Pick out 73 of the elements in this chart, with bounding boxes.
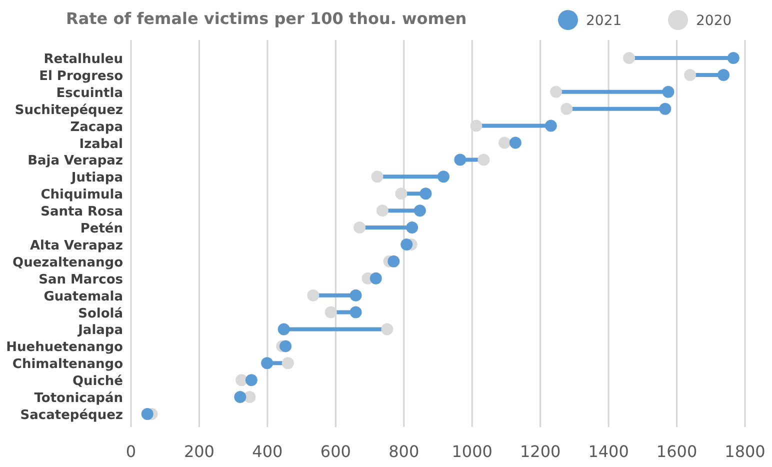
y-tick-label: Izabal xyxy=(79,136,123,152)
y-tick-label: Quiché xyxy=(72,374,124,390)
y-tick-label: Zacapa xyxy=(70,120,123,135)
y-tick-label: Jutiapa xyxy=(70,170,123,186)
y-tick-label: Alta Verapaz xyxy=(30,238,123,254)
point xyxy=(381,323,394,336)
point xyxy=(371,170,384,183)
y-tick-label: San Marcos xyxy=(38,272,124,288)
x-tick-label: 1200 xyxy=(520,442,561,461)
y-tick-label: Guatemala xyxy=(44,289,123,304)
x-tick-label: 0 xyxy=(126,442,136,461)
point xyxy=(414,204,426,217)
x-tick-label: 200 xyxy=(184,442,214,461)
point xyxy=(141,408,154,420)
point xyxy=(234,391,246,404)
y-tick-label: Huehuetenango xyxy=(6,340,124,356)
point xyxy=(236,374,248,386)
point xyxy=(278,323,290,336)
y-tick-label: Petén xyxy=(80,222,123,237)
point xyxy=(245,374,258,386)
point xyxy=(370,272,382,284)
x-tick-label: 400 xyxy=(252,442,283,461)
point xyxy=(560,102,573,115)
point xyxy=(727,52,740,64)
y-tick-label: Suchitepéquez xyxy=(14,102,123,118)
x-tick-label: 1400 xyxy=(588,442,629,461)
point xyxy=(324,306,337,318)
point xyxy=(280,340,292,352)
y-tick-label: Chimaltenango xyxy=(12,357,124,372)
y-tick-label: Santa Rosa xyxy=(40,204,123,220)
x-tick-label: 1600 xyxy=(656,442,698,461)
legend-label: 2020 xyxy=(696,13,732,29)
point xyxy=(395,188,408,200)
chart-title: Rate of female victims per 100 thou. women xyxy=(66,9,467,28)
point xyxy=(550,86,562,98)
point xyxy=(420,188,432,200)
point xyxy=(400,238,413,250)
point xyxy=(498,136,511,149)
x-tick-label: 1800 xyxy=(724,442,766,461)
point xyxy=(282,357,294,370)
legend-label: 2021 xyxy=(586,13,622,29)
point xyxy=(388,255,400,268)
point xyxy=(354,222,366,234)
y-tick-label: Retalhuleu xyxy=(44,52,123,67)
point xyxy=(718,68,730,81)
y-tick-label: Totonicapán xyxy=(34,391,123,406)
point xyxy=(350,289,362,302)
y-tick-label: Quezaltenango xyxy=(12,255,124,270)
point xyxy=(623,52,636,64)
point xyxy=(406,222,418,234)
x-tick-label: 1000 xyxy=(452,442,492,461)
point xyxy=(509,136,522,149)
point xyxy=(350,306,362,318)
point xyxy=(437,170,450,183)
y-tick-label: Chiquimula xyxy=(40,188,123,203)
y-tick-label: Jalapa xyxy=(77,323,123,338)
y-tick-label: Escuintla xyxy=(56,86,123,101)
point xyxy=(454,154,466,166)
x-tick-label: 800 xyxy=(388,442,420,461)
point xyxy=(470,120,482,132)
y-tick-label: Baja Verapaz xyxy=(28,154,123,169)
point xyxy=(659,102,672,115)
point xyxy=(684,68,696,81)
y-tick-label: Sacatepéquez xyxy=(20,408,123,423)
y-tick-label: El Progreso xyxy=(39,68,124,84)
point xyxy=(376,204,388,217)
point xyxy=(544,120,557,132)
point xyxy=(261,357,274,370)
point xyxy=(307,289,320,302)
point xyxy=(478,154,490,166)
x-tick-label: 600 xyxy=(320,442,351,461)
point xyxy=(662,86,674,98)
y-tick-label: Sololá xyxy=(78,306,123,322)
